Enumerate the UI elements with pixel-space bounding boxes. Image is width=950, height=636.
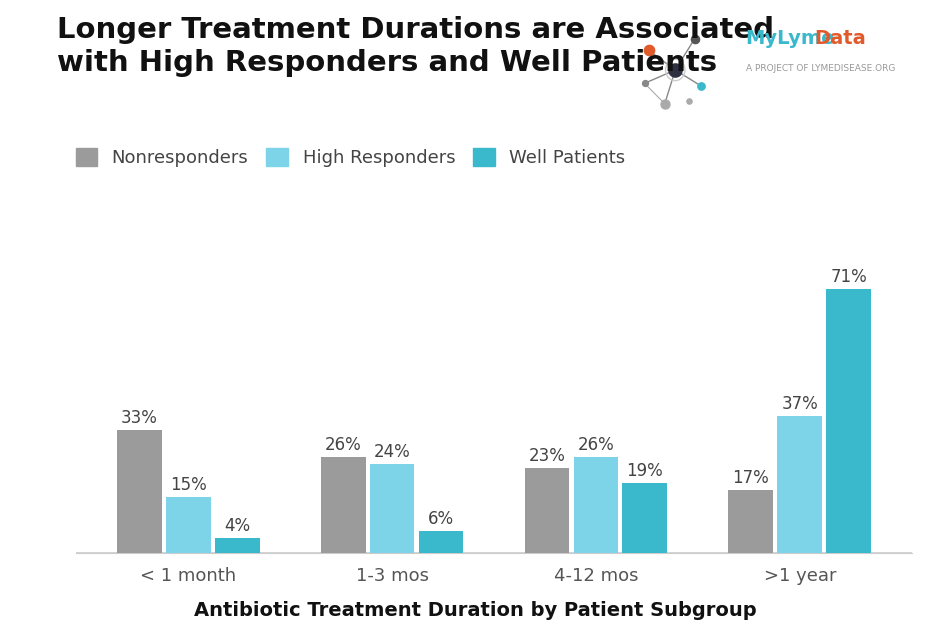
Bar: [370, 464, 414, 553]
Point: [657, 99, 673, 109]
Text: MyLyme: MyLyme: [746, 29, 835, 48]
Text: 15%: 15%: [170, 476, 206, 495]
Bar: [524, 467, 569, 553]
Point: [694, 81, 709, 91]
Bar: [826, 289, 871, 553]
Text: Data: Data: [814, 29, 865, 48]
Text: A PROJECT OF LYMEDISEASE.ORG: A PROJECT OF LYMEDISEASE.ORG: [746, 64, 895, 73]
Text: 4%: 4%: [224, 518, 250, 536]
Bar: [321, 457, 366, 553]
Text: 71%: 71%: [830, 268, 867, 286]
Text: 26%: 26%: [578, 436, 615, 453]
Bar: [419, 531, 464, 553]
Text: 23%: 23%: [528, 446, 565, 465]
Point: [641, 45, 656, 55]
Point: [687, 34, 702, 44]
Text: 24%: 24%: [373, 443, 410, 461]
Point: [636, 78, 652, 88]
Bar: [777, 415, 823, 553]
Text: 19%: 19%: [626, 462, 663, 480]
Text: 33%: 33%: [121, 410, 158, 427]
Point: [668, 65, 683, 75]
Text: 37%: 37%: [782, 394, 818, 413]
Legend: Nonresponders, High Responders, Well Patients: Nonresponders, High Responders, Well Pat…: [68, 141, 633, 174]
Text: 26%: 26%: [325, 436, 362, 453]
Bar: [622, 483, 667, 553]
Text: 6%: 6%: [428, 510, 454, 528]
Bar: [729, 490, 773, 553]
Bar: [117, 431, 162, 553]
Bar: [574, 457, 618, 553]
Text: Longer Treatment Durations are Associated
with High Responders and Well Patients: Longer Treatment Durations are Associate…: [57, 16, 774, 78]
Point: [681, 96, 696, 106]
Text: 17%: 17%: [732, 469, 770, 487]
Bar: [165, 497, 211, 553]
Bar: [215, 539, 259, 553]
Text: Antibiotic Treatment Duration by Patient Subgroup: Antibiotic Treatment Duration by Patient…: [194, 601, 756, 620]
